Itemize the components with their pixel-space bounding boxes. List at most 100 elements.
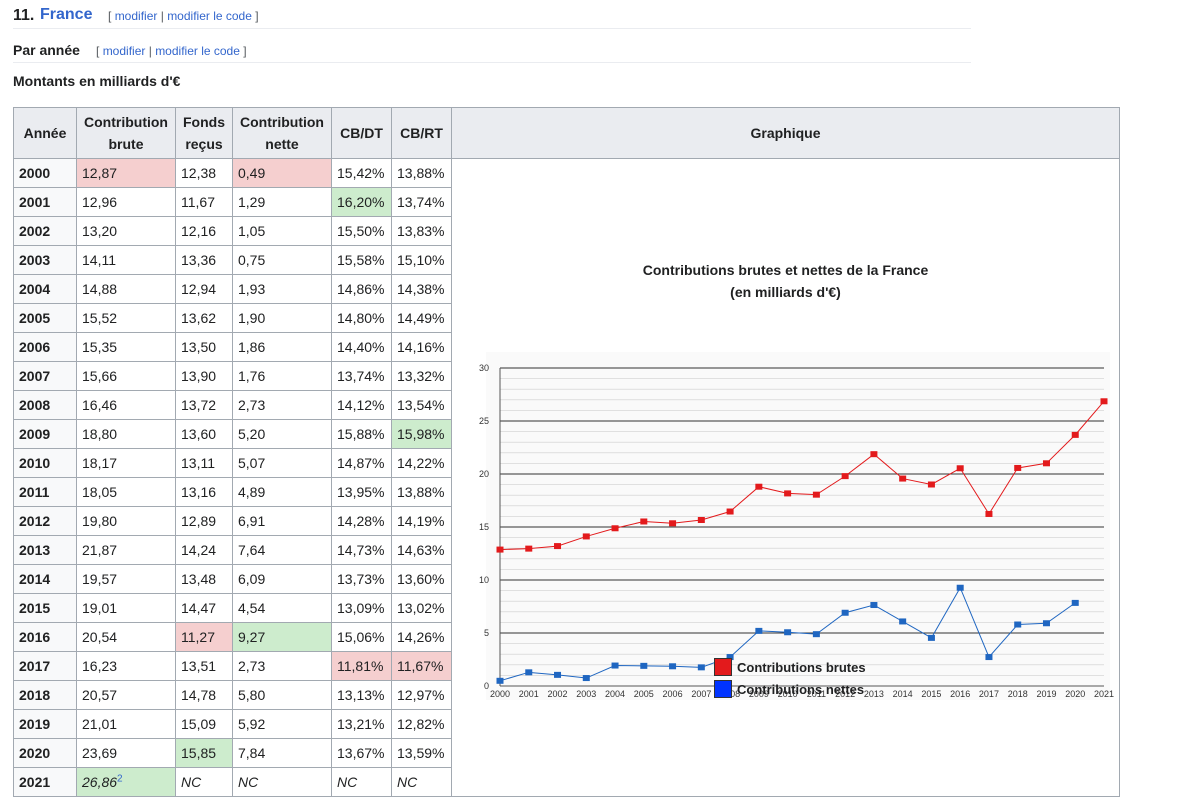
cell-brute: 14,11	[76, 245, 176, 275]
data-point	[841, 473, 849, 480]
table-caption: Montants en milliards d'€	[13, 73, 181, 89]
cell-cbdt: 15,06%	[331, 622, 392, 652]
cell-fonds: 13,16	[175, 477, 233, 507]
cell-cbrt: 13,74%	[391, 187, 452, 217]
cell-year: 2013	[13, 535, 77, 565]
data-point	[985, 654, 993, 661]
cell-cbrt: 14,19%	[391, 506, 452, 536]
edit-code-link[interactable]: modifier le code	[167, 9, 252, 23]
cell-year: 2021	[13, 767, 77, 797]
cell-nette: 6,09	[232, 564, 332, 594]
table-row: 2016 20,54 11,27 9,27 15,06% 14,26%	[13, 622, 1120, 652]
data-point	[899, 475, 907, 482]
header-cbrt: CB/RT	[391, 107, 452, 159]
edit-link[interactable]: modifier	[102, 44, 146, 58]
cell-cbrt: 14,16%	[391, 332, 452, 362]
legend-item-brutes: Contributions brutes	[714, 656, 866, 678]
edit-section-links: [ modifier | modifier le code ]	[108, 9, 259, 23]
cell-brute: 18,17	[76, 448, 176, 478]
cell-year: 2011	[13, 477, 77, 507]
cell-nette: 5,07	[232, 448, 332, 478]
cell-fonds: 13,90	[175, 361, 233, 391]
data-point	[1014, 621, 1022, 628]
table-row: 2019 21,01 15,09 5,92 13,21% 12,82%	[13, 709, 1120, 739]
cell-brute: 26,862	[76, 767, 176, 797]
x-tick-label: 2002	[548, 689, 568, 699]
data-point	[726, 654, 734, 661]
edit-link[interactable]: modifier	[114, 9, 158, 23]
data-point	[1100, 398, 1108, 405]
cell-fonds: 13,50	[175, 332, 233, 362]
y-tick-label: 15	[479, 522, 489, 532]
cell-brute: 20,57	[76, 680, 176, 710]
cell-cbrt: 14,49%	[391, 303, 452, 333]
cell-cbrt: 14,26%	[391, 622, 452, 652]
x-tick-label: 2013	[864, 689, 884, 699]
cell-nette: 1,76	[232, 361, 332, 391]
line-chart: 0 5 10 15 20 25 30 2000 2001 2002 2003 2004 2005 2006…	[479, 352, 1114, 700]
data-point	[1071, 431, 1079, 438]
data-point	[525, 669, 533, 676]
cell-cbrt: 15,98%	[391, 419, 452, 449]
cell-nette: 0,75	[232, 245, 332, 275]
cell-nette: NC	[232, 767, 332, 797]
cell-fonds: 13,60	[175, 419, 233, 449]
data-point	[755, 483, 763, 490]
cell-fonds: 13,51	[175, 651, 233, 681]
x-tick-label: 2006	[663, 689, 683, 699]
edit-code-link[interactable]: modifier le code	[155, 44, 240, 58]
cell-fonds: 15,09	[175, 709, 233, 739]
cell-brute: 21,01	[76, 709, 176, 739]
cell-cbdt: 14,73%	[331, 535, 392, 565]
cell-year: 2006	[13, 332, 77, 362]
cell-brute: 12,87	[76, 158, 176, 188]
table-row: 2011 18,05 13,16 4,89 13,95% 13,88%	[13, 477, 1120, 507]
data-point	[697, 517, 705, 524]
y-tick-label: 0	[484, 681, 489, 691]
cell-cbrt: 12,82%	[391, 709, 452, 739]
cell-fonds: 12,38	[175, 158, 233, 188]
cell-cbdt: 14,12%	[331, 390, 392, 420]
table-row: 2003 14,11 13,36 0,75 15,58% 15,10%	[13, 245, 1120, 275]
cell-cbrt: 13,83%	[391, 216, 452, 246]
x-tick-label: 2015	[921, 689, 941, 699]
data-point	[582, 533, 590, 540]
table-row: 2020 23,69 15,85 7,84 13,67% 13,59%	[13, 738, 1120, 768]
y-tick-label: 10	[479, 575, 489, 585]
x-tick-label: 2017	[979, 689, 999, 699]
x-tick-label: 2011	[807, 689, 826, 699]
cell-fonds: 13,62	[175, 303, 233, 333]
data-point	[1071, 599, 1079, 606]
data-point	[640, 518, 648, 525]
cell-cbdt: 13,95%	[331, 477, 392, 507]
cell-nette: 7,64	[232, 535, 332, 565]
cell-brute: 23,69	[76, 738, 176, 768]
x-tick-label: 2020	[1065, 689, 1085, 699]
chart-container: Contributions brutes et nettes de la Fra…	[452, 159, 1119, 795]
cell-fonds: NC	[175, 767, 233, 797]
data-point	[784, 629, 792, 636]
cell-brute: 18,05	[76, 477, 176, 507]
subsection-heading: Par année [ modifier | modifier le code …	[13, 42, 971, 63]
cell-nette: 7,84	[232, 738, 332, 768]
data-point	[726, 508, 734, 515]
table-row: 2021 26,862 NC NC NC NC	[13, 767, 1120, 797]
cell-fonds: 12,89	[175, 506, 233, 536]
cell-brute: 18,80	[76, 419, 176, 449]
data-point	[927, 634, 935, 641]
contributions-table: Année Contribution brute Fonds reçus Con…	[13, 107, 1120, 797]
cell-year: 2018	[13, 680, 77, 710]
subsection-title: Par année	[13, 42, 80, 58]
header-brute: Contribution brute	[76, 107, 176, 159]
x-tick-label: 2019	[1036, 689, 1056, 699]
cell-brute: 15,66	[76, 361, 176, 391]
data-point	[554, 671, 562, 678]
footnote-ref[interactable]: 2	[117, 773, 123, 785]
section-title-link[interactable]: France	[40, 6, 93, 23]
cell-brute: 19,57	[76, 564, 176, 594]
cell-cbrt: 13,02%	[391, 593, 452, 623]
cell-nette: 5,20	[232, 419, 332, 449]
data-point	[525, 545, 533, 552]
cell-year: 2014	[13, 564, 77, 594]
data-point	[956, 584, 964, 591]
